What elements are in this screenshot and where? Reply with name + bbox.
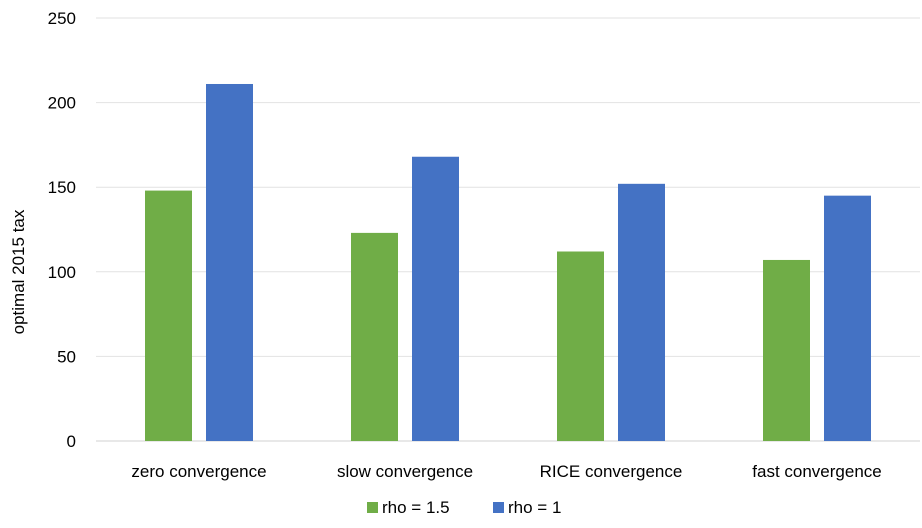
bar xyxy=(145,190,192,441)
legend-item: rho = 1 xyxy=(493,498,561,517)
y-axis-label: optimal 2015 tax xyxy=(9,209,28,334)
y-axis-ticks: 0 50 100 150 200 250 xyxy=(48,9,76,451)
legend-label: rho = 1 xyxy=(508,498,561,517)
x-tick-label: fast convergence xyxy=(752,462,881,481)
legend-swatch xyxy=(493,502,504,513)
y-tick-label: 0 xyxy=(67,432,76,451)
x-tick-label: slow convergence xyxy=(337,462,473,481)
legend-item: rho = 1.5 xyxy=(367,498,450,517)
bar xyxy=(824,195,871,441)
bars xyxy=(145,83,871,442)
bar xyxy=(351,232,398,441)
y-tick-label: 250 xyxy=(48,9,76,28)
x-axis-ticks: zero convergence slow convergence RICE con… xyxy=(131,462,881,481)
y-tick-label: 200 xyxy=(48,94,76,113)
y-tick-label: 50 xyxy=(57,347,76,366)
x-tick-label: zero convergence xyxy=(131,462,266,481)
bar xyxy=(412,156,459,441)
y-tick-label: 100 xyxy=(48,263,76,282)
bar xyxy=(763,259,810,441)
x-tick-label: RICE convergence xyxy=(540,462,683,481)
y-tick-label: 150 xyxy=(48,178,76,197)
legend: rho = 1.5 rho = 1 xyxy=(367,498,561,517)
bar xyxy=(618,183,665,442)
legend-label: rho = 1.5 xyxy=(382,498,450,517)
legend-swatch xyxy=(367,502,378,513)
bar xyxy=(557,251,604,441)
bar xyxy=(206,83,253,441)
